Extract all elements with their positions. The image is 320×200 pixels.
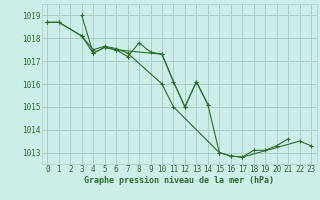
X-axis label: Graphe pression niveau de la mer (hPa): Graphe pression niveau de la mer (hPa) bbox=[84, 176, 274, 185]
